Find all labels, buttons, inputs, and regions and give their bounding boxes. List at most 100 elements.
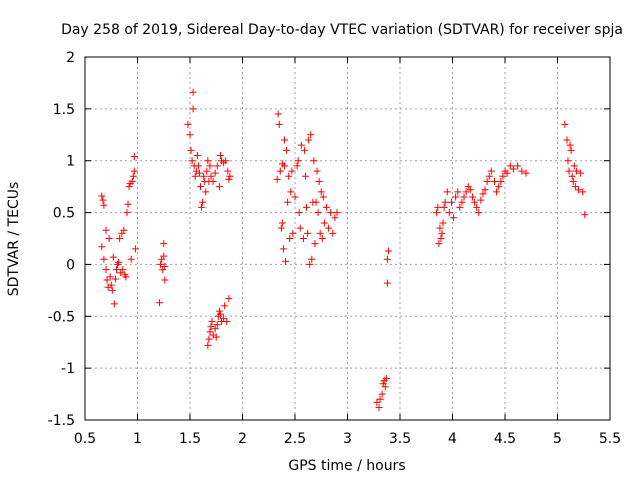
data-point <box>473 203 481 211</box>
data-point <box>124 200 132 208</box>
x-tick-label: 0.5 <box>74 431 96 447</box>
data-point <box>291 193 299 201</box>
data-point <box>204 341 212 349</box>
data-point <box>303 203 311 211</box>
data-point <box>223 317 231 325</box>
data-point <box>119 266 127 274</box>
data-point <box>278 219 286 227</box>
data-point <box>331 214 339 222</box>
data-point <box>452 193 460 201</box>
data-point <box>206 162 214 170</box>
data-point <box>315 177 323 185</box>
data-point <box>191 172 199 180</box>
data-point <box>130 153 138 161</box>
data-point <box>161 263 169 271</box>
data-point <box>561 120 569 128</box>
data-point <box>287 188 295 196</box>
data-point <box>319 193 327 201</box>
data-point <box>128 177 136 185</box>
data-point <box>123 209 131 217</box>
data-point <box>283 146 291 154</box>
data-point <box>440 203 448 211</box>
data-point <box>327 209 335 217</box>
data-point <box>310 157 318 165</box>
data-point <box>100 201 108 209</box>
data-point <box>211 325 219 333</box>
data-point <box>102 226 110 234</box>
data-point <box>466 186 474 194</box>
data-point <box>481 186 489 194</box>
data-point <box>108 286 116 294</box>
data-point <box>514 162 522 170</box>
y-tick-label: 0.5 <box>53 206 75 222</box>
data-point <box>102 266 110 274</box>
data-point <box>131 245 139 253</box>
data-point <box>320 219 328 227</box>
x-axis-ticks: 0.5 1 1.5 2 2.5 3 3.5 4 4.5 5 5.5 <box>74 57 621 447</box>
data-point <box>493 188 501 196</box>
data-point <box>445 209 453 217</box>
data-point <box>279 245 287 253</box>
data-point <box>99 196 107 204</box>
y-tick-label: 1.5 <box>53 102 75 118</box>
data-point <box>197 183 204 191</box>
data-point <box>383 279 391 287</box>
data-point <box>116 235 124 242</box>
data-point <box>203 167 211 175</box>
data-point <box>462 188 470 196</box>
data-point <box>436 224 444 232</box>
data-point <box>305 136 313 144</box>
data-point <box>130 167 138 175</box>
data-point <box>479 190 487 198</box>
data-point <box>373 398 381 406</box>
x-tick-label: 4.5 <box>494 431 516 447</box>
data-point <box>468 193 476 201</box>
data-point <box>194 162 202 170</box>
data-point <box>161 276 169 284</box>
data-point <box>225 175 233 183</box>
data-point <box>188 157 196 165</box>
data-point <box>100 255 108 263</box>
data-point <box>567 146 575 154</box>
data-point <box>216 310 224 318</box>
data-point <box>577 169 585 177</box>
data-point <box>220 314 228 322</box>
data-point <box>189 88 197 96</box>
data-point <box>375 404 383 412</box>
data-point <box>434 203 442 211</box>
data-point <box>98 192 106 200</box>
data-point <box>318 235 326 242</box>
data-point <box>221 302 229 310</box>
data-point <box>471 198 479 206</box>
data-point <box>477 196 485 204</box>
data-point <box>198 203 206 211</box>
data-point <box>284 198 292 206</box>
data-point <box>384 247 392 255</box>
data-point <box>376 395 384 403</box>
data-point <box>202 188 210 196</box>
data-point <box>156 299 164 307</box>
data-point <box>575 186 582 194</box>
data-point <box>129 172 137 180</box>
data-point <box>378 390 386 398</box>
data-point <box>447 198 455 206</box>
data-point <box>125 183 133 191</box>
x-tick-label: 1.5 <box>179 431 201 447</box>
data-point <box>475 209 483 217</box>
data-point <box>111 275 119 283</box>
data-point <box>299 235 307 242</box>
x-tick-label: 3 <box>343 431 352 447</box>
y-tick-label: 0 <box>66 257 75 273</box>
data-point <box>186 131 194 139</box>
data-point <box>437 235 445 242</box>
data-point <box>316 229 324 237</box>
x-tick-label: 1 <box>133 431 142 447</box>
data-point <box>184 120 192 128</box>
data-point <box>282 257 290 265</box>
data-point <box>518 167 526 175</box>
data-point <box>304 229 312 237</box>
data-point <box>106 273 114 281</box>
data-point <box>213 162 221 170</box>
data-point <box>187 146 195 154</box>
x-tick-label: 2.5 <box>284 431 306 447</box>
